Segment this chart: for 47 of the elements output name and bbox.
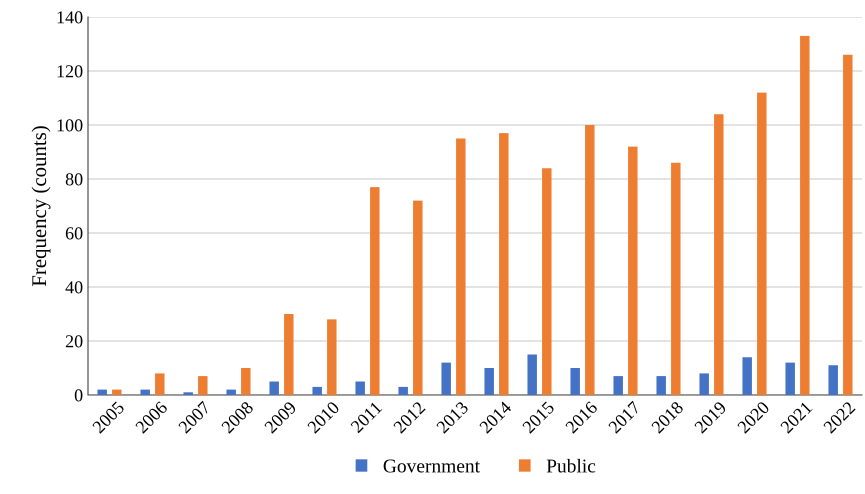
- bar: [183, 392, 193, 395]
- bar: [312, 386, 322, 395]
- bar: [456, 138, 466, 395]
- y-tick-label: 100: [58, 119, 82, 132]
- bar: [355, 382, 365, 395]
- bar: [828, 365, 838, 395]
- bar: [441, 362, 451, 395]
- bar: [613, 376, 623, 395]
- bar: [656, 376, 666, 395]
- y-tick-label: 20: [66, 335, 82, 348]
- y-tick-label: 140: [58, 11, 82, 24]
- bar: [198, 376, 208, 395]
- legend-label: Public: [546, 458, 596, 473]
- legend-label: Government: [384, 459, 480, 473]
- bar: [112, 390, 122, 395]
- y-tick-label: 40: [65, 281, 82, 294]
- bar: [155, 373, 165, 395]
- bar: [742, 357, 752, 395]
- bar: [97, 390, 107, 395]
- bar: [671, 162, 681, 395]
- bar: [843, 54, 853, 395]
- bar: [570, 368, 580, 395]
- bar: [241, 368, 251, 395]
- y-tick-label: 80: [66, 173, 82, 186]
- bar: [757, 92, 767, 395]
- bar: [714, 114, 724, 395]
- bar: [527, 354, 537, 395]
- y-tick-label: 120: [58, 65, 82, 78]
- bar: [269, 382, 279, 395]
- bar: [226, 390, 236, 395]
- bar: [585, 125, 595, 395]
- y-tick-label: 60: [66, 227, 82, 240]
- bar: [785, 362, 795, 395]
- bar: [140, 390, 150, 395]
- bar: [370, 187, 380, 395]
- bar: [327, 319, 337, 395]
- bar: [284, 314, 294, 395]
- bar: [499, 133, 509, 395]
- bar: [484, 368, 494, 395]
- bar: [398, 386, 408, 395]
- bar: [628, 146, 638, 395]
- bar: [800, 36, 810, 395]
- y-axis-title: Frequency (counts): [32, 126, 50, 286]
- bar: [699, 373, 709, 395]
- bar: [542, 168, 552, 395]
- bar: [413, 200, 423, 395]
- y-tick-label: 0: [74, 389, 82, 402]
